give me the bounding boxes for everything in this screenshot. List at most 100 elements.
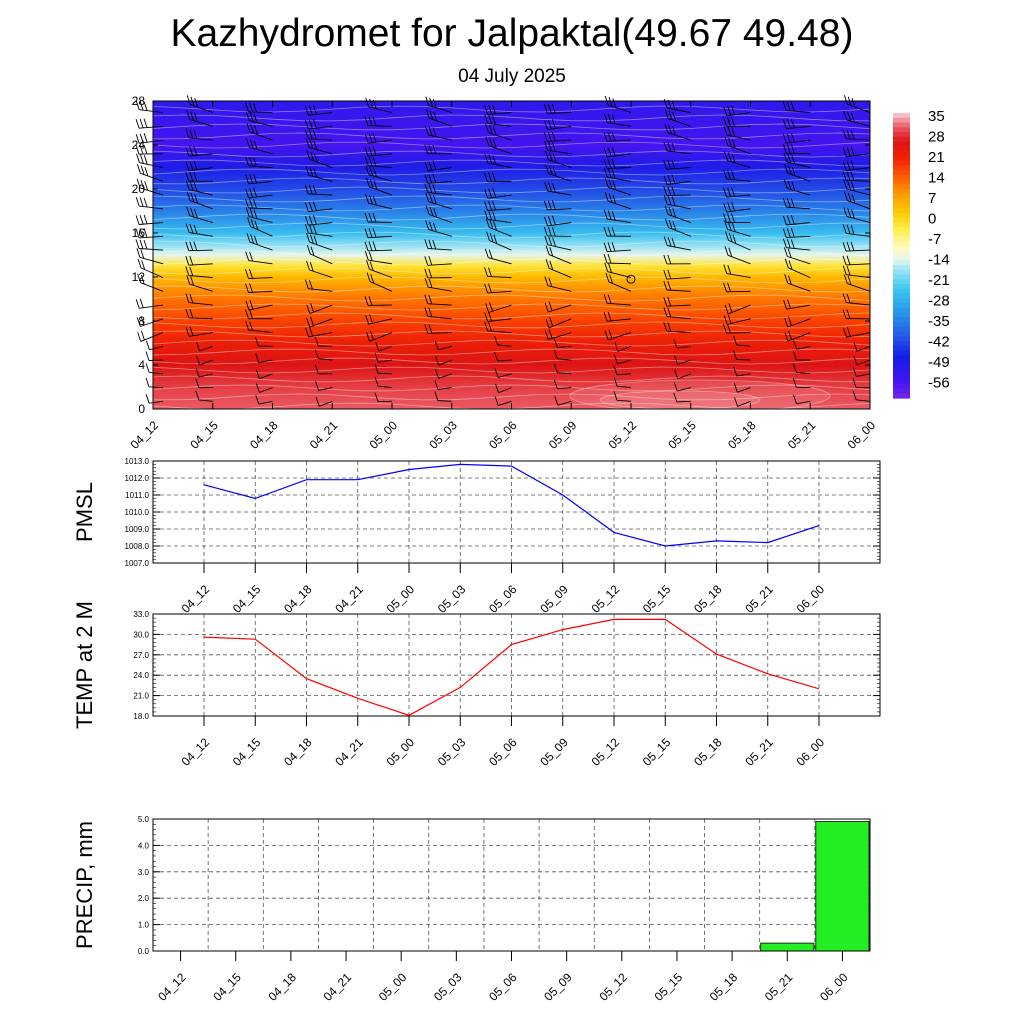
y-tick-label: 5.0 (138, 815, 150, 824)
wind-barb (365, 194, 393, 210)
x-tick-label: 06_00 (845, 418, 879, 452)
x-tick-label: 05_18 (707, 970, 741, 1004)
precip-panel: 0.0 1.0 2.0 3.0 4.0 5.0 04_12 04_15 04_18 04_21 05… (72, 815, 871, 1004)
x-tick-label: 05_15 (665, 418, 699, 452)
wind-barb (137, 258, 164, 279)
colorbar-band (893, 355, 910, 361)
wind-barb (784, 258, 811, 279)
contour-line (152, 105, 871, 113)
wind-barb (185, 223, 213, 237)
wind-barb (196, 341, 213, 352)
colorbar-band (893, 326, 910, 333)
wind-barb (613, 365, 632, 376)
wind-barb (723, 282, 751, 293)
precip-bar (815, 821, 870, 952)
x-tick-label: 05_03 (435, 735, 469, 769)
wind-barb (366, 272, 393, 292)
wind-barb (135, 239, 164, 251)
wind-barb (843, 207, 871, 224)
colorbar-band (893, 241, 910, 247)
contour-line (152, 123, 871, 131)
x-tick-label: 04_15 (210, 970, 244, 1004)
y-tick-label: 21.0 (133, 692, 149, 701)
wind-barb (843, 327, 871, 338)
x-tick-label: 04_12 (155, 970, 189, 1004)
wind-barb (255, 336, 273, 347)
colorbar-band (893, 212, 910, 219)
colorbar-label: -56 (928, 375, 950, 392)
wind-barb (603, 113, 632, 127)
x-tick-label: 04_21 (332, 582, 366, 616)
wind-barb (673, 392, 691, 403)
wind-barb (663, 98, 691, 114)
wind-barb (663, 174, 691, 186)
contour-line (152, 213, 871, 221)
x-tick-label: 05_15 (640, 735, 674, 769)
wind-barb (545, 150, 572, 169)
wind-barb (434, 391, 452, 402)
y-tick-label: 1009.0 (125, 525, 150, 534)
y-tick-label: 1008.0 (125, 542, 150, 551)
wind-barb (304, 184, 333, 196)
y-tick-label: 8 (138, 314, 145, 328)
wind-barb (136, 153, 164, 169)
contour-line (152, 276, 871, 284)
wind-barb (435, 369, 452, 379)
contour-line (152, 393, 871, 401)
wind-barb (783, 152, 811, 169)
colorbar-band (893, 364, 910, 371)
colorbar-band (893, 265, 910, 271)
x-tick-label: 05_18 (725, 418, 759, 452)
wind-barb (366, 330, 393, 342)
wind-barb (185, 266, 213, 279)
colorbar-band (893, 288, 910, 295)
x-tick-label: 06_00 (794, 735, 828, 769)
x-tick-label: 05_15 (640, 582, 674, 616)
wind-barb (145, 340, 164, 351)
wind-barb (305, 166, 333, 182)
contour-line (152, 294, 871, 302)
wind-barb (424, 294, 452, 306)
wind-barb (137, 273, 164, 292)
wind-barb (604, 178, 632, 196)
y-tick-label: 1013.0 (125, 457, 150, 466)
wind-barb (246, 232, 273, 251)
heatmap-field (153, 101, 870, 409)
x-tick-label: 04_18 (281, 582, 315, 616)
contour-line (152, 195, 871, 203)
wind-barb (255, 394, 273, 405)
wind-barb (783, 179, 811, 196)
wind-barb (375, 341, 393, 352)
colorbar-band (893, 132, 910, 138)
contour-line (152, 375, 871, 383)
wind-barb (544, 215, 572, 227)
wind-barb (196, 355, 213, 366)
wind-barb (305, 138, 333, 155)
wind-barb (793, 340, 811, 350)
wind-barb (424, 324, 452, 334)
wind-barb (544, 235, 572, 251)
wind-barb (255, 369, 273, 380)
wind-barb (553, 349, 572, 361)
wind-barb (605, 272, 632, 292)
wind-barb (723, 314, 751, 325)
colorbar-band (893, 217, 910, 223)
wind-barb (663, 254, 691, 265)
wind-barb (603, 226, 632, 237)
wind-barb (374, 353, 393, 363)
colorbar-band (893, 113, 910, 119)
x-tick-label: 06_00 (794, 582, 828, 616)
contour-line (152, 330, 871, 338)
contour-line (152, 168, 871, 176)
colorbar-label: 21 (928, 149, 945, 166)
wind-barb (425, 205, 452, 224)
wind-barb (366, 260, 393, 279)
x-tick-label: 05_21 (762, 970, 796, 1004)
x-tick-label: 04_12 (128, 418, 162, 452)
y-tick-label: 33.0 (133, 610, 149, 619)
wind-barb (603, 146, 632, 158)
contour-line (152, 222, 871, 230)
colorbar-label: -49 (928, 354, 950, 371)
contour-line (152, 321, 871, 329)
